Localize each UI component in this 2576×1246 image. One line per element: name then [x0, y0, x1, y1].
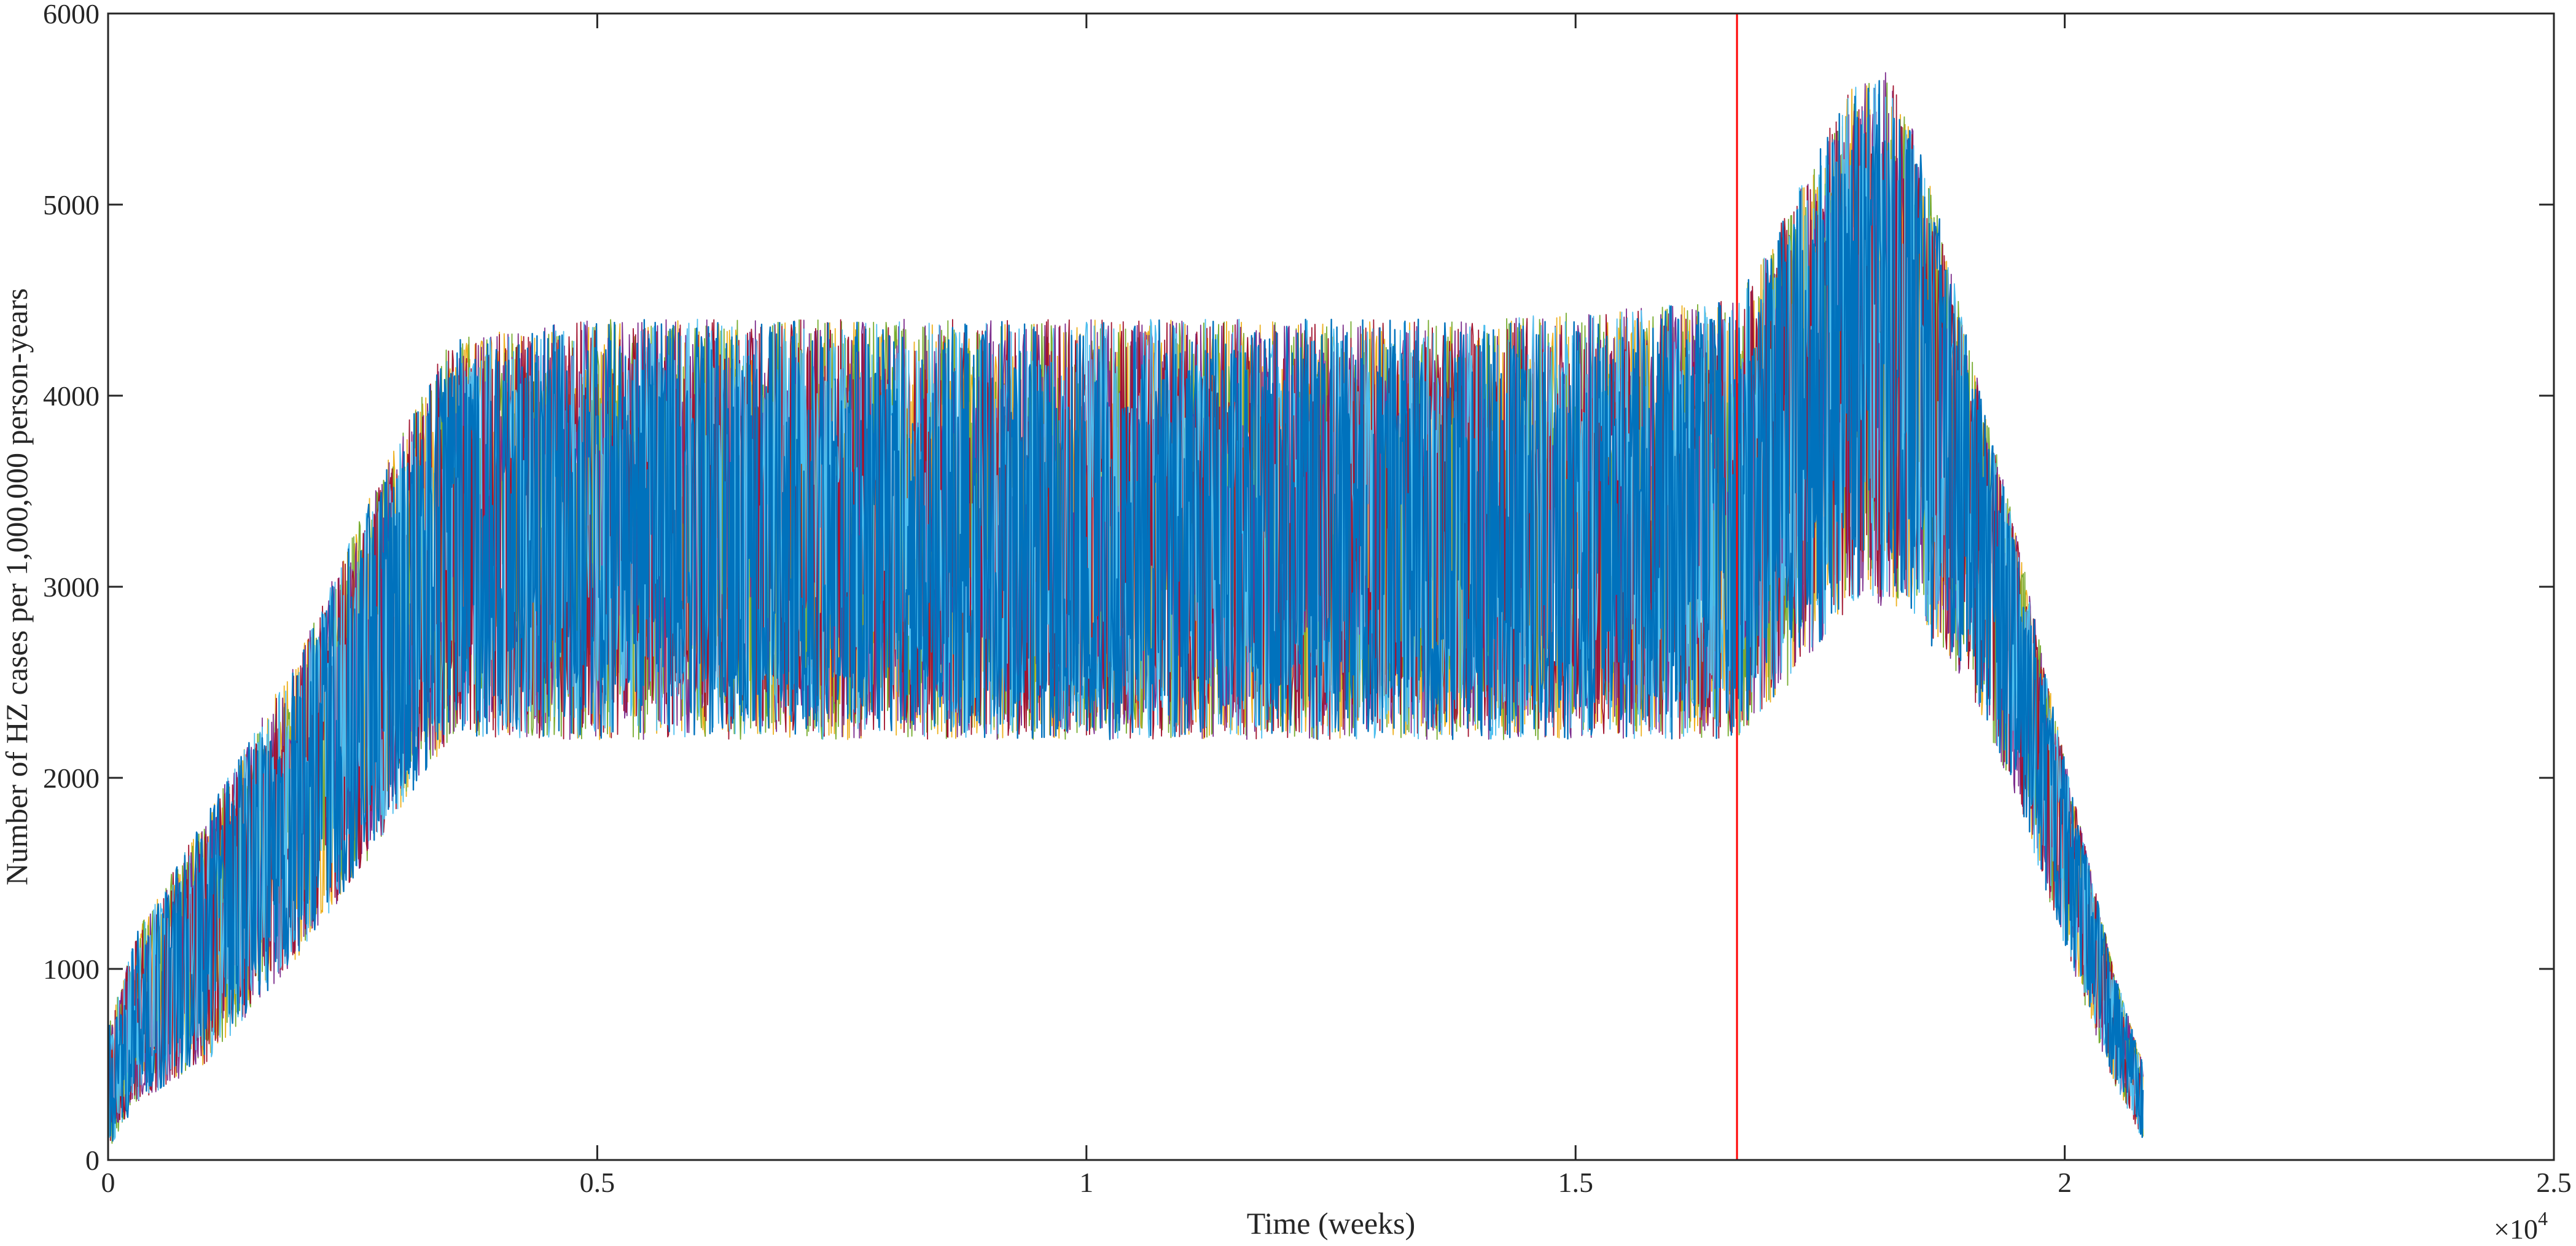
- x-axis-label: Time (weeks): [1247, 1206, 1416, 1240]
- x-axis: 0 0.5 1 1.5 2 2.5: [101, 14, 2572, 1198]
- y-tick-label: 6000: [43, 0, 100, 29]
- y-tick-label: 3000: [43, 571, 100, 603]
- x-tick-label: 2.5: [2536, 1167, 2572, 1198]
- y-axis-label: Number of HZ cases per 1,000,000 person-…: [0, 288, 34, 885]
- y-tick-label: 0: [85, 1145, 100, 1176]
- x-exponent-power: 4: [2538, 1207, 2548, 1229]
- x-tick-label: 1: [1079, 1167, 1093, 1198]
- series-line-6: [107, 80, 2144, 1142]
- x-tick-label: 2: [2058, 1167, 2072, 1198]
- x-exponent-base: ×10: [2494, 1213, 2538, 1245]
- y-tick-label: 1000: [43, 954, 100, 985]
- y-axis: 0 1000 2000 3000 4000 5000 6000: [43, 0, 2554, 1176]
- x-tick-label: 1.5: [1558, 1167, 1593, 1198]
- x-exponent-label: ×104: [2494, 1207, 2548, 1245]
- y-tick-label: 2000: [43, 762, 100, 794]
- y-tick-label: 4000: [43, 380, 100, 412]
- x-tick-label: 0.5: [580, 1167, 615, 1198]
- series-layer: [107, 72, 2144, 1144]
- x-tick-label: 0: [101, 1167, 115, 1198]
- y-tick-label: 5000: [43, 189, 100, 221]
